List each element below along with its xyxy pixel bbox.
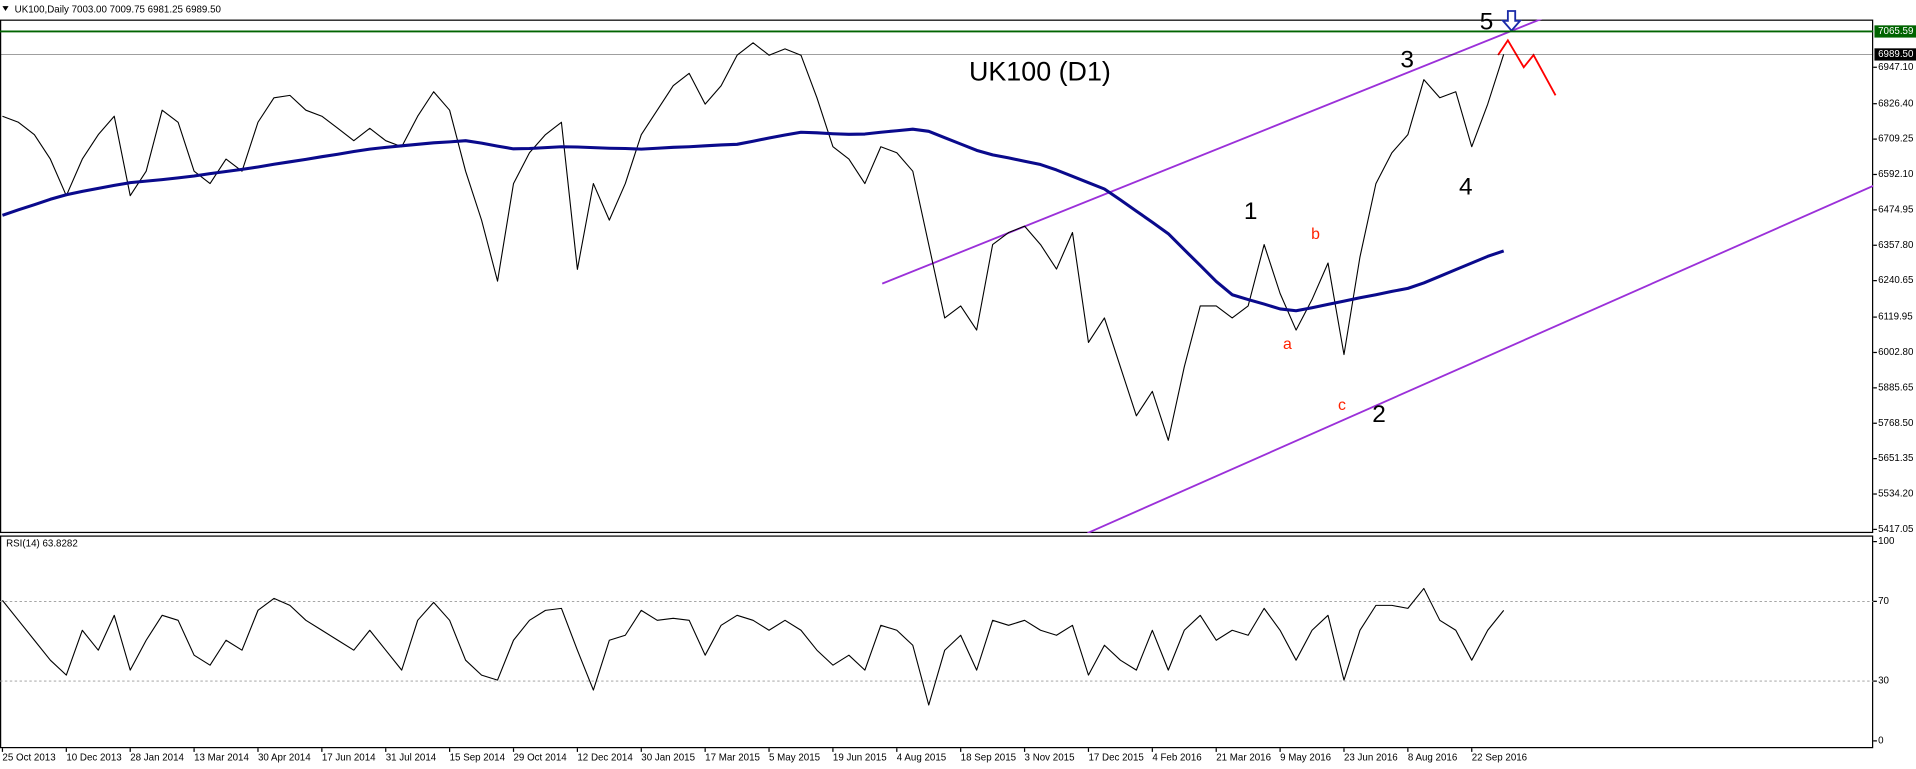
wave-label: 4 [1459, 174, 1473, 201]
header: UK100,Daily 7003.00 7009.75 6981.25 6989… [15, 4, 222, 15]
plot: 6947.10 6826.40 6709.25 6592.10 6474.95 6357.… [0, 9, 1916, 764]
wave-label: 5 [1480, 9, 1494, 36]
x-tick-label: 28 Jan 2014 [130, 753, 184, 764]
channel-lower [1087, 184, 1874, 534]
y-tick-label: 5768.50 [1878, 418, 1914, 429]
x-tick-label: 15 Sep 2014 [450, 753, 506, 764]
x-tick-label: 9 May 2016 [1280, 753, 1331, 764]
y-tick-label: 6826.40 [1878, 98, 1914, 109]
x-tick-label: 4 Aug 2015 [897, 753, 947, 764]
chart-label: UK100 (D1) [969, 56, 1111, 86]
y-tick-label: 6592.10 [1878, 169, 1914, 180]
y-tick-label: 5534.20 [1878, 489, 1914, 500]
y-tick-label: 5885.65 [1878, 382, 1914, 393]
price-level-label: 6989.50 [1878, 49, 1914, 60]
y2-tick-label: 100 [1878, 536, 1895, 547]
wave-label: 1 [1244, 198, 1258, 225]
menu-arrow[interactable] [2, 6, 9, 12]
projection [1497, 38, 1557, 96]
y2-tick-label: 70 [1878, 596, 1889, 607]
wave-label: 3 [1400, 47, 1414, 74]
channel-upper [881, 19, 1543, 285]
rsi-panel [0, 535, 1874, 749]
y-tick-label: 5651.35 [1878, 453, 1914, 464]
y-tick-label: 6357.80 [1878, 240, 1914, 251]
y-tick-label: 6474.95 [1878, 204, 1914, 215]
x-tick-label: 18 Sep 2015 [961, 753, 1017, 764]
x-tick-label: 17 Dec 2015 [1088, 753, 1144, 764]
rsi-line [2, 587, 1505, 706]
x-tick-label: 17 Jun 2014 [322, 753, 376, 764]
x-tick-label: 3 Nov 2015 [1025, 753, 1076, 764]
y-tick-label: 6947.10 [1878, 62, 1914, 73]
x-tick-label: 31 Jul 2014 [386, 753, 437, 764]
price-level-box [1874, 48, 1916, 61]
price-level-box [1874, 25, 1916, 38]
y-tick-label: 5417.05 [1878, 524, 1914, 535]
x-tick-label: 23 Jun 2016 [1344, 753, 1398, 764]
x-tick-label: 10 Dec 2013 [66, 753, 121, 764]
wave-label: c [1338, 397, 1346, 414]
x-tick-label: 17 Mar 2015 [705, 753, 760, 764]
ma-line [1, 127, 1505, 313]
y-tick-label: 6002.80 [1878, 347, 1914, 358]
y2-tick-label: 30 [1878, 676, 1889, 687]
channel [881, 19, 1874, 534]
x-tick-label: 13 Mar 2014 [194, 753, 249, 764]
x-tick-label: 5 May 2015 [769, 753, 821, 764]
price-level-label: 7065.59 [1878, 26, 1913, 37]
x-tick-label: 30 Apr 2014 [258, 753, 311, 764]
wave-label: b [1311, 226, 1320, 243]
x-tick-label: 25 Oct 2013 [2, 753, 55, 764]
x-tick-label: 4 Feb 2016 [1152, 753, 1201, 764]
y-tick-label: 6240.65 [1878, 275, 1914, 286]
wave-label: 2 [1372, 401, 1386, 428]
down-arrow [1500, 10, 1523, 32]
wave-label: a [1283, 336, 1292, 353]
x-tick-label: 22 Sep 2016 [1472, 753, 1527, 764]
x-tick-label: 19 Jun 2015 [833, 753, 887, 764]
y2-tick-label: 0 [1878, 735, 1884, 746]
x-tick-label: 12 Dec 2014 [577, 753, 633, 764]
x-tick-label: 8 Aug 2016 [1408, 753, 1457, 764]
series-name: RSI(14) 63.8282 [6, 539, 78, 550]
price-panel [0, 19, 1874, 534]
x-tick-label: 21 Mar 2016 [1216, 753, 1271, 764]
x-tick-label: 30 Jan 2015 [641, 753, 695, 764]
y-tick-label: 6709.25 [1878, 134, 1914, 145]
y-tick-label: 6119.95 [1878, 312, 1913, 323]
price-line [2, 42, 1505, 441]
x-tick-label: 29 Oct 2014 [514, 753, 568, 764]
